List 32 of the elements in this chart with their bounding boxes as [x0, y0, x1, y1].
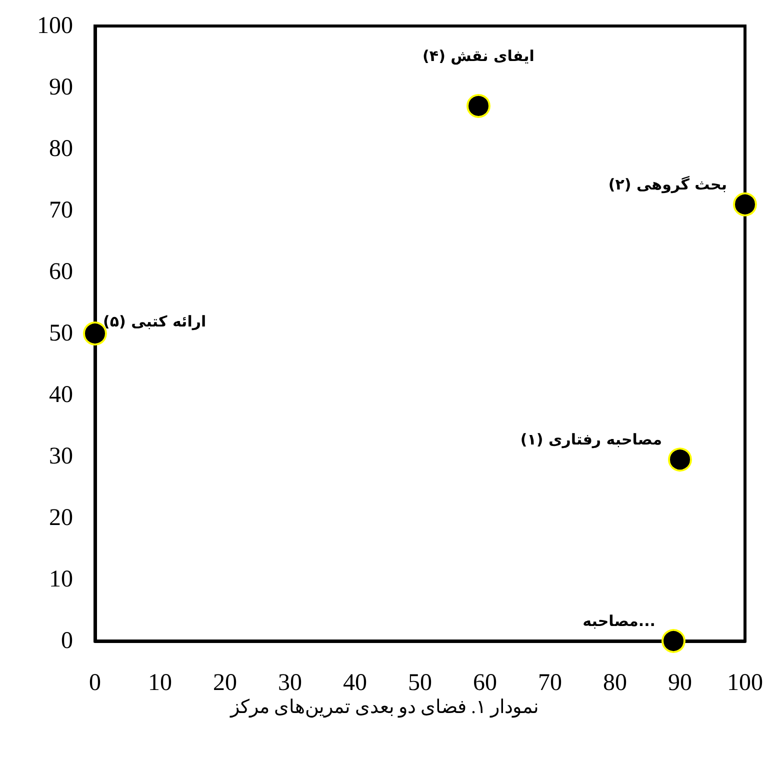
x-tick-label: 80 — [603, 670, 627, 696]
y-tick-label: 60 — [49, 259, 73, 285]
x-tick-label: 50 — [408, 670, 432, 696]
point — [733, 192, 757, 216]
x-tick-label: 10 — [148, 670, 172, 696]
y-tick-label: 80 — [49, 136, 73, 162]
x-tick-label: 20 — [213, 670, 237, 696]
y-tick-label: 40 — [49, 382, 73, 408]
annotation: ایفای نقش (۴) — [422, 46, 534, 65]
x-tick-label: 30 — [278, 670, 302, 696]
annotation: مصاحبه رفتاری (۱) — [520, 430, 662, 449]
text: نمودار ۱. فضای دو بعدی تمرین‌های مرکز — [229, 697, 539, 718]
y-tick-label: 20 — [49, 505, 73, 531]
point — [668, 448, 692, 472]
annotation: مصاحبه... — [582, 612, 656, 630]
annotation: بحث گروهی (۲) — [608, 175, 727, 194]
y-tick-label: 70 — [49, 198, 73, 224]
point — [662, 629, 686, 653]
annotation: ارائه کتبی (۵) — [103, 312, 206, 330]
x-tick-label: 60 — [473, 670, 497, 696]
x-tick-label: 0 — [89, 670, 101, 696]
y-tick-label: 0 — [61, 628, 73, 654]
y-tick-label: 30 — [49, 444, 73, 470]
x-tick-label: 100 — [727, 670, 763, 696]
y-tick-label: 100 — [37, 13, 73, 39]
y-tick-label: 90 — [49, 74, 73, 100]
point — [466, 94, 490, 118]
x-tick-label: 70 — [538, 670, 562, 696]
y-tick-label: 50 — [49, 320, 73, 346]
x-tick-label: 90 — [668, 670, 692, 696]
y-tick-label: 10 — [49, 566, 73, 592]
x-tick-label: 40 — [343, 670, 367, 696]
